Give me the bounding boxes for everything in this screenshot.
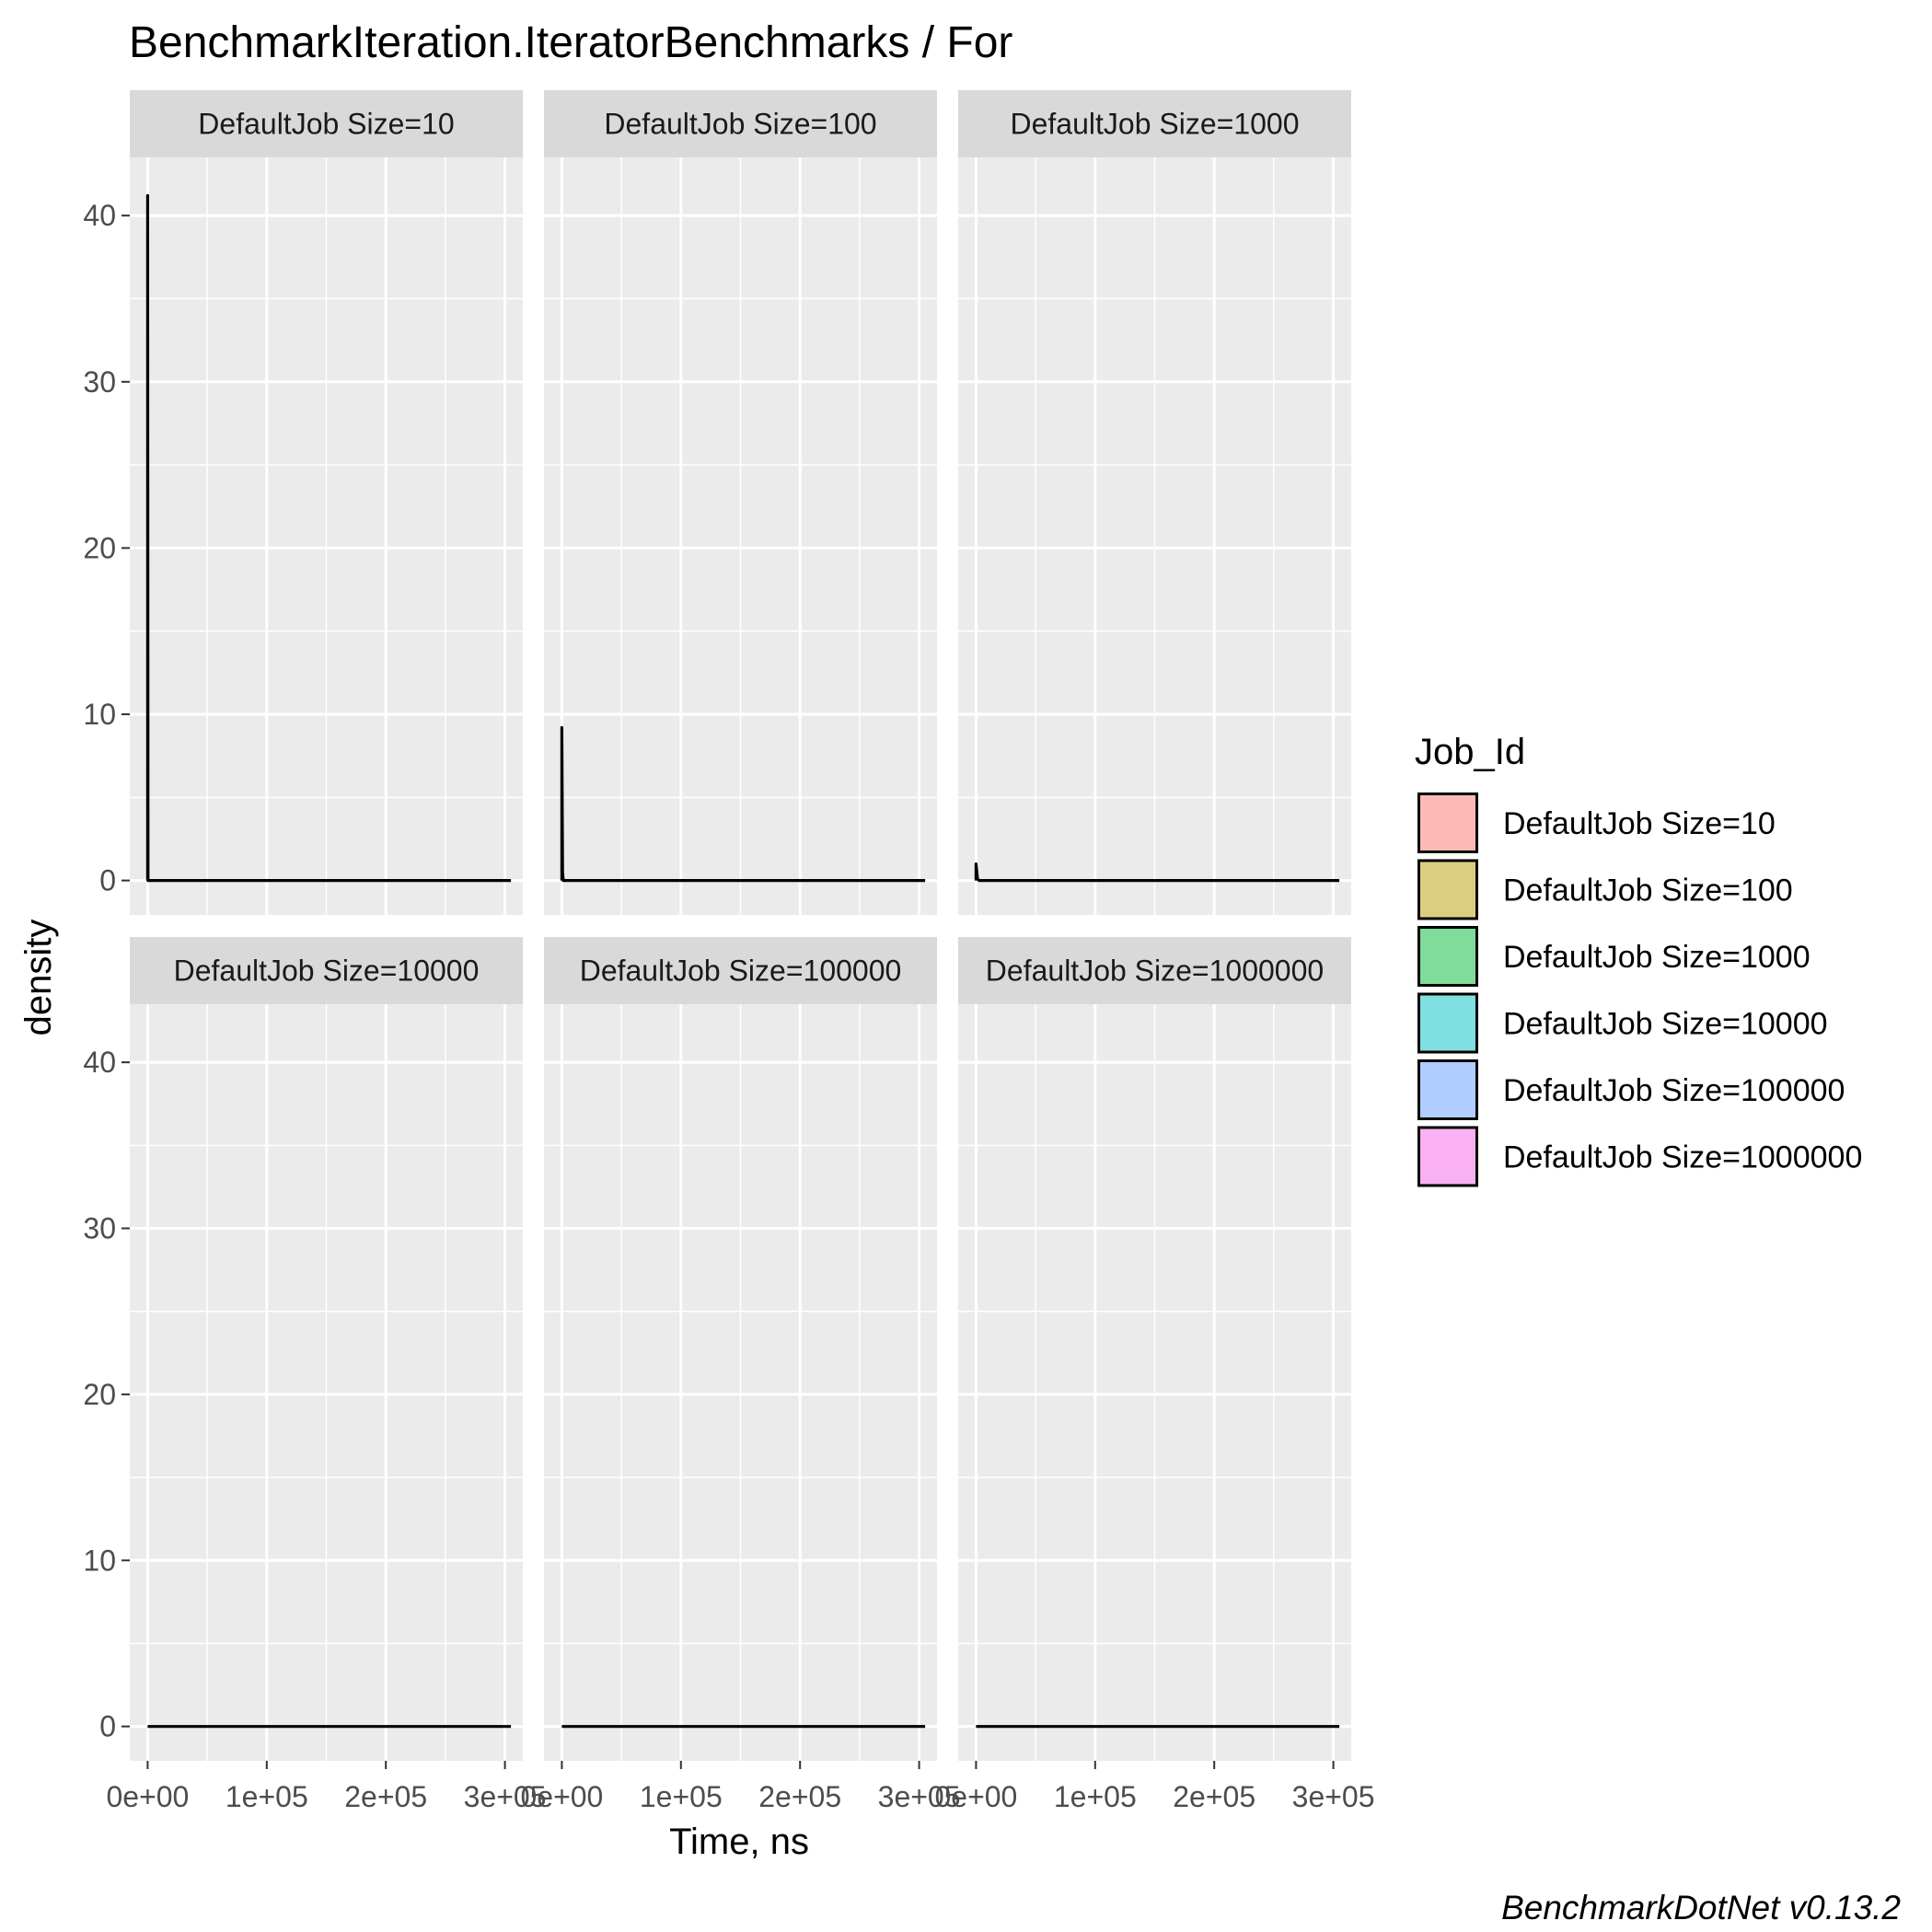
legend-label: DefaultJob Size=10 [1503,806,1776,841]
x-tick-label: 1e+05 [1054,1780,1137,1813]
legend-key [1417,1059,1478,1120]
facet-strip [130,937,523,1004]
y-axis-title: density [18,920,59,1036]
y-tick-label: 0 [99,864,116,897]
facet-strip [958,90,1351,157]
x-tick-label: 0e+00 [934,1780,1017,1813]
chart-title: BenchmarkIteration.IteratorBenchmarks / … [129,18,1012,67]
y-tick-label: 30 [83,1212,116,1245]
facet-panel: DefaultJob Size=1000000 [958,937,1351,1761]
x-tick-label: 3e+05 [464,1780,547,1813]
x-tick-label: 0e+00 [520,1780,603,1813]
y-tick-label: 20 [83,1378,116,1411]
facet-panel: DefaultJob Size=10000 [130,937,523,1761]
facet-panel: DefaultJob Size=100000 [544,937,937,1761]
legend-key [1417,859,1478,920]
x-tick-label: 2e+05 [344,1780,427,1813]
facet-strip-label: DefaultJob Size=100 [604,108,876,141]
y-tick-label: 40 [83,199,116,232]
facet-strip [958,937,1351,1004]
density-line [974,862,1340,883]
legend-title: Job_Id [1415,732,1525,772]
facet-panel: DefaultJob Size=10 [130,90,523,915]
x-tick-label: 2e+05 [1173,1780,1255,1813]
x-tick-label: 3e+05 [1292,1780,1375,1813]
legend-key [1417,792,1478,853]
facet-panels: DefaultJob Size=10 DefaultJob Size=100 Def… [130,90,1351,1761]
legend-key [1417,926,1478,987]
y-tick-label: 0 [99,1710,116,1743]
facet-strip-label: DefaultJob Size=1000 [1011,108,1300,141]
legend-key [1417,1126,1478,1187]
facet-strip-label: DefaultJob Size=10000 [174,954,480,988]
facet-strip [130,90,523,157]
facet-strip [544,937,937,1004]
legend-key [1417,992,1478,1054]
x-tick-label: 2e+05 [758,1780,841,1813]
y-tick-label: 10 [83,1544,116,1577]
x-tick-label: 3e+05 [878,1780,961,1813]
y-tick-label: 40 [83,1046,116,1079]
facet-strip [544,90,937,157]
x-tick-label: 1e+05 [640,1780,723,1813]
legend-label: DefaultJob Size=1000 [1503,940,1811,975]
x-axis-title: Time, ns [669,1822,809,1862]
caption: BenchmarkDotNet v0.13.2 [1501,1889,1901,1926]
legend-label: DefaultJob Size=10000 [1503,1007,1828,1042]
legend: Job_Id DefaultJob Size=10 DefaultJob Size… [1415,732,1862,1187]
x-tick-label: 0e+00 [106,1780,189,1813]
legend-label: DefaultJob Size=100000 [1503,1073,1845,1108]
density-line [145,193,512,883]
y-tick-label: 20 [83,531,116,564]
density-line [560,725,926,883]
legend-label: DefaultJob Size=100 [1503,873,1793,908]
facet-strip-label: DefaultJob Size=1000000 [986,954,1324,988]
y-tick-label: 30 [83,365,116,399]
x-tick-label: 1e+05 [226,1780,308,1813]
facet-panel: DefaultJob Size=1000 [958,90,1351,915]
facet-strip-label: DefaultJob Size=10 [198,108,454,141]
y-tick-label: 10 [83,698,116,731]
facet-strip-label: DefaultJob Size=100000 [580,954,902,988]
legend-label: DefaultJob Size=1000000 [1503,1140,1862,1175]
facet-panel: DefaultJob Size=100 [544,90,937,915]
